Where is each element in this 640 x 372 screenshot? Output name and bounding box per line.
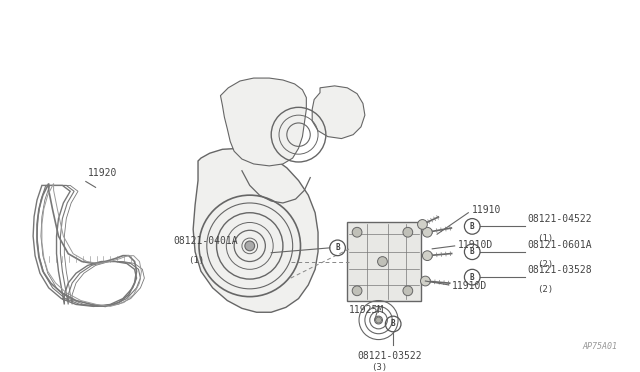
Text: (2): (2) bbox=[538, 260, 554, 269]
Circle shape bbox=[376, 317, 381, 323]
Text: 11910D: 11910D bbox=[452, 281, 487, 291]
Text: (1): (1) bbox=[538, 234, 554, 243]
Text: 08121-03522: 08121-03522 bbox=[357, 351, 422, 361]
Polygon shape bbox=[348, 222, 420, 301]
Text: B: B bbox=[391, 320, 396, 328]
Polygon shape bbox=[193, 148, 318, 312]
Circle shape bbox=[378, 257, 387, 266]
Text: 08121-03528: 08121-03528 bbox=[528, 265, 593, 275]
Text: 11910: 11910 bbox=[472, 205, 502, 215]
Text: 11920: 11920 bbox=[88, 168, 117, 177]
Circle shape bbox=[420, 276, 430, 286]
Circle shape bbox=[352, 286, 362, 296]
Circle shape bbox=[403, 286, 413, 296]
Text: AP75A01: AP75A01 bbox=[582, 342, 618, 351]
Text: B: B bbox=[470, 273, 474, 282]
Text: B: B bbox=[470, 222, 474, 231]
Circle shape bbox=[422, 251, 432, 260]
Text: (3): (3) bbox=[371, 363, 387, 372]
Text: B: B bbox=[470, 247, 474, 256]
Text: (2): (2) bbox=[538, 285, 554, 294]
Circle shape bbox=[403, 227, 413, 237]
Text: (1): (1) bbox=[188, 256, 204, 264]
Text: B: B bbox=[335, 243, 340, 252]
Circle shape bbox=[245, 241, 255, 251]
Circle shape bbox=[417, 219, 428, 229]
Text: 08121-0401A: 08121-0401A bbox=[173, 236, 238, 246]
Polygon shape bbox=[220, 78, 307, 166]
Text: 11925M: 11925M bbox=[349, 305, 385, 315]
Polygon shape bbox=[312, 86, 365, 138]
Circle shape bbox=[352, 227, 362, 237]
Text: 08121-0601A: 08121-0601A bbox=[528, 240, 593, 250]
Circle shape bbox=[422, 227, 432, 237]
Text: 08121-04522: 08121-04522 bbox=[528, 214, 593, 224]
Text: 11910D: 11910D bbox=[458, 240, 493, 250]
